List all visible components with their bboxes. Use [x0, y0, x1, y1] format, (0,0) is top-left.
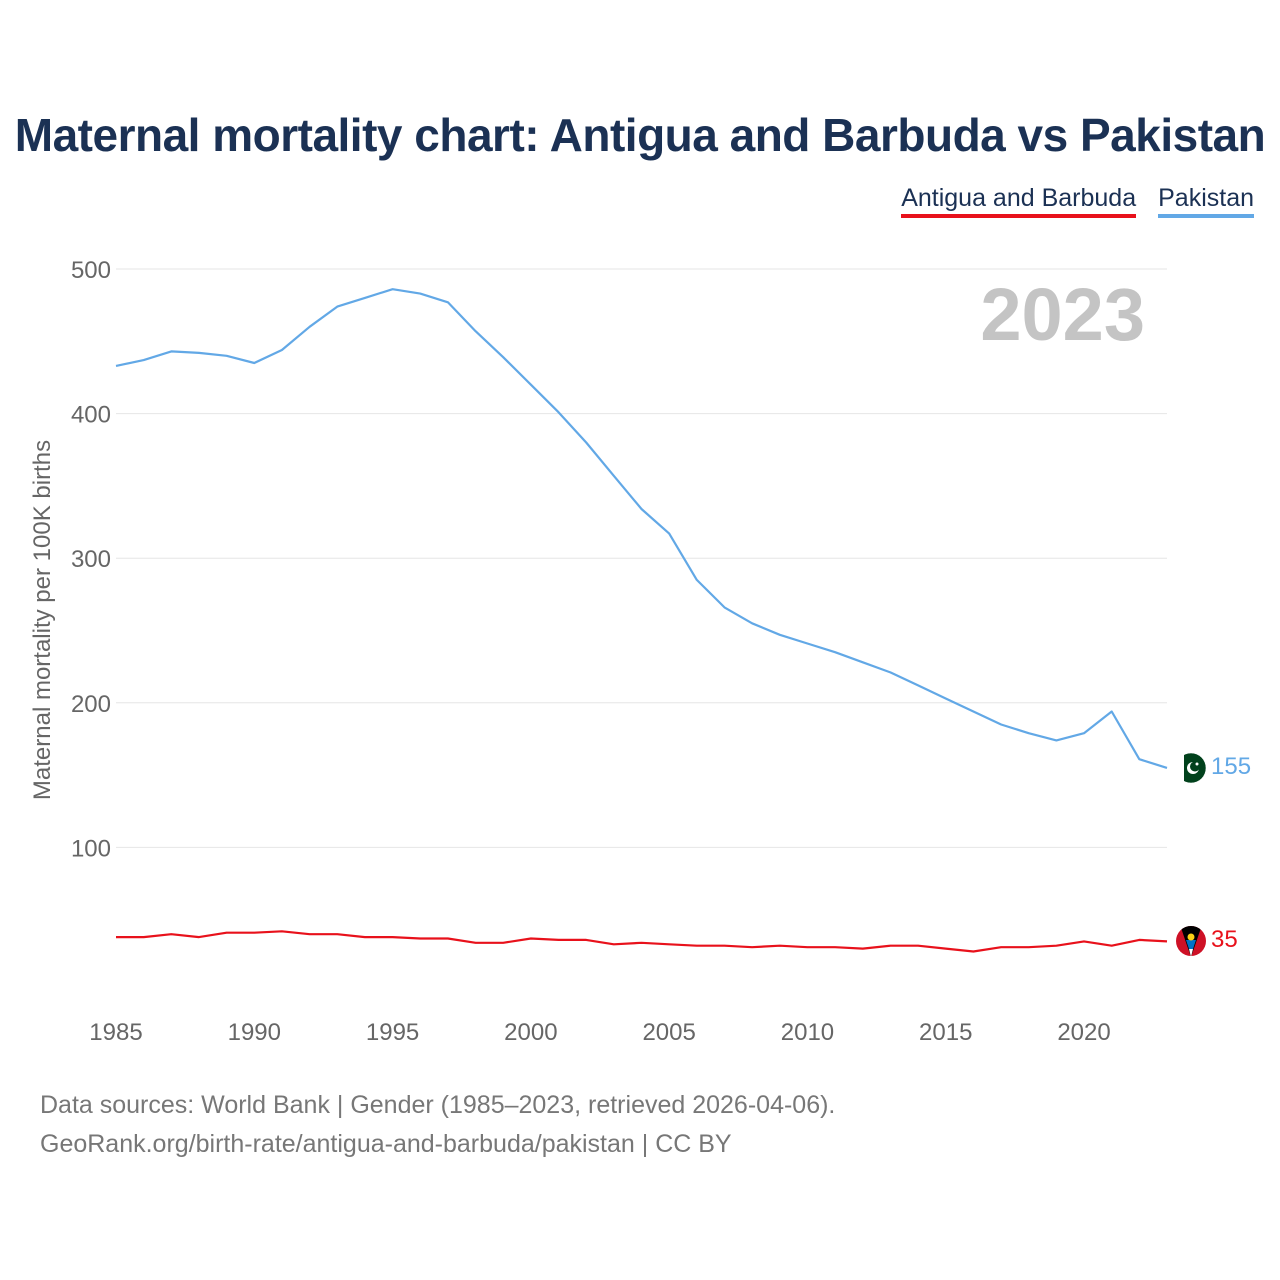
- legend-item-antigua-and-barbuda[interactable]: Antigua and Barbuda: [901, 184, 1137, 218]
- x-tick-label-1985: 1985: [89, 1019, 142, 1046]
- x-tick-label-2010: 2010: [781, 1019, 834, 1046]
- x-axis: 1985 1990 1995 2000 2005 2010 2015 2020: [89, 1019, 1110, 1046]
- x-tick-label-2020: 2020: [1057, 1019, 1110, 1046]
- y-tick-label-300: 300: [71, 546, 111, 573]
- end-label-pakistan: 155: [1211, 753, 1251, 780]
- x-tick-label-2000: 2000: [504, 1019, 557, 1046]
- source-link[interactable]: GeoRank.org/birth-rate/antigua-and-barbu…: [40, 1130, 732, 1158]
- end-label-antigua-and-barbuda: 35: [1211, 926, 1238, 953]
- y-axis: 100 200 300 400 500: [71, 257, 111, 862]
- pakistan-flag-icon: [1175, 752, 1207, 784]
- legend-item-pakistan[interactable]: Pakistan: [1158, 184, 1254, 218]
- x-tick-label-1995: 1995: [366, 1019, 419, 1046]
- y-tick-label-500: 500: [71, 257, 111, 284]
- x-tick-label-2015: 2015: [919, 1019, 972, 1046]
- legend: Antigua and Barbuda Pakistan: [901, 184, 1254, 218]
- chart: 100 200 300 400 500 1985 1990 1995 2000 2005 2010…: [29, 257, 1251, 1046]
- year-label: 2023: [980, 273, 1145, 356]
- chart-title: Maternal mortality chart: Antigua and Ba…: [14, 109, 1266, 161]
- y-tick-label-400: 400: [71, 402, 111, 429]
- antigua-and-barbuda-flag-icon: [1176, 926, 1206, 956]
- footer: Data sources: World Bank | Gender (1985–…: [40, 1086, 835, 1164]
- y-tick-label-100: 100: [71, 835, 111, 862]
- x-tick-label-2005: 2005: [642, 1019, 695, 1046]
- y-axis-label: Maternal mortality per 100K births: [29, 440, 56, 800]
- series-line-pakistan: [115, 288, 1168, 769]
- grid: [116, 268, 1167, 848]
- data-sources-text: Data sources: World Bank | Gender (1985–…: [40, 1091, 836, 1119]
- series-lines: [115, 288, 1168, 953]
- series-line-antigua-and-barbuda: [116, 930, 1168, 953]
- x-tick-label-1990: 1990: [228, 1019, 281, 1046]
- y-tick-label-200: 200: [71, 691, 111, 718]
